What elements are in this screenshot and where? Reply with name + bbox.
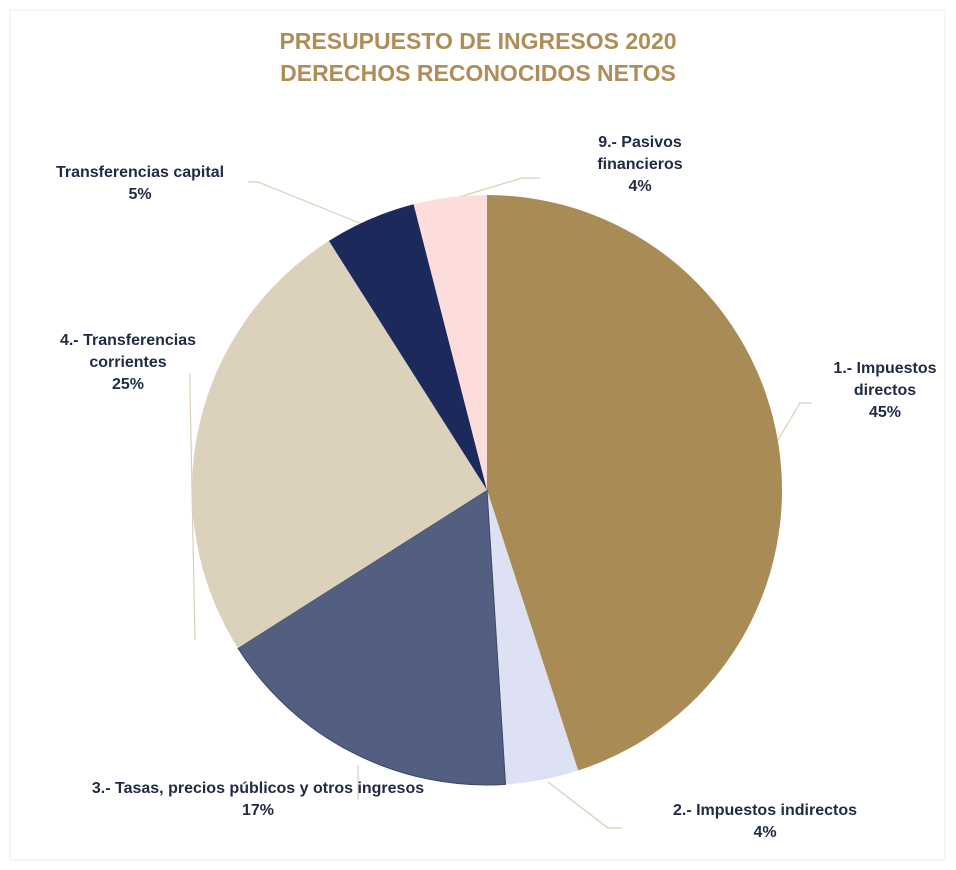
data-label: 1.- Impuestos directos 45% [810, 358, 956, 424]
value-label: 4% [628, 178, 652, 195]
data-label: 4.- Transferencias corrientes 25% [28, 330, 228, 396]
data-label: Transferencias capital 5% [20, 162, 260, 206]
leader-lines [189, 177, 812, 829]
pie-slice [328, 204, 487, 490]
leader-line [189, 374, 196, 641]
chart-border [9, 9, 946, 861]
category-label: 4.- Transferencias corrientes [59, 332, 197, 371]
value-label: 17% [241, 802, 275, 819]
data-label: 2.- Impuestos indirectos 4% [605, 800, 925, 844]
pie-slice [237, 489, 507, 786]
pie-slice [487, 195, 782, 771]
category-label: 3.- Tasas, precios públicos y otros ingr… [91, 780, 425, 797]
value-label: 45% [868, 404, 902, 421]
category-label: 1.- Impuestos directos [833, 360, 937, 399]
pie-slice [191, 240, 487, 649]
value-label: 5% [128, 186, 152, 203]
leader-line [777, 402, 812, 441]
value-label: 4% [753, 824, 777, 841]
chart-title: PRESUPUESTO DE INGRESOS 2020 [279, 28, 677, 54]
pie-slice [413, 195, 487, 490]
leader-line [445, 177, 540, 202]
leader-line [248, 181, 363, 225]
data-label: 3.- Tasas, precios públicos y otros ingr… [18, 778, 498, 822]
data-label: 9.- Pasivos financieros 4% [570, 132, 710, 198]
category-label: 9.- Pasivos financieros [597, 134, 683, 173]
chart-subtitle: DERECHOS RECONOCIDOS NETOS [280, 60, 676, 86]
category-label: 2.- Impuestos indirectos [672, 802, 858, 819]
pie-slice [487, 490, 579, 785]
leader-line [547, 781, 622, 829]
value-label: 25% [111, 376, 145, 393]
category-label: Transferencias capital [55, 164, 225, 181]
